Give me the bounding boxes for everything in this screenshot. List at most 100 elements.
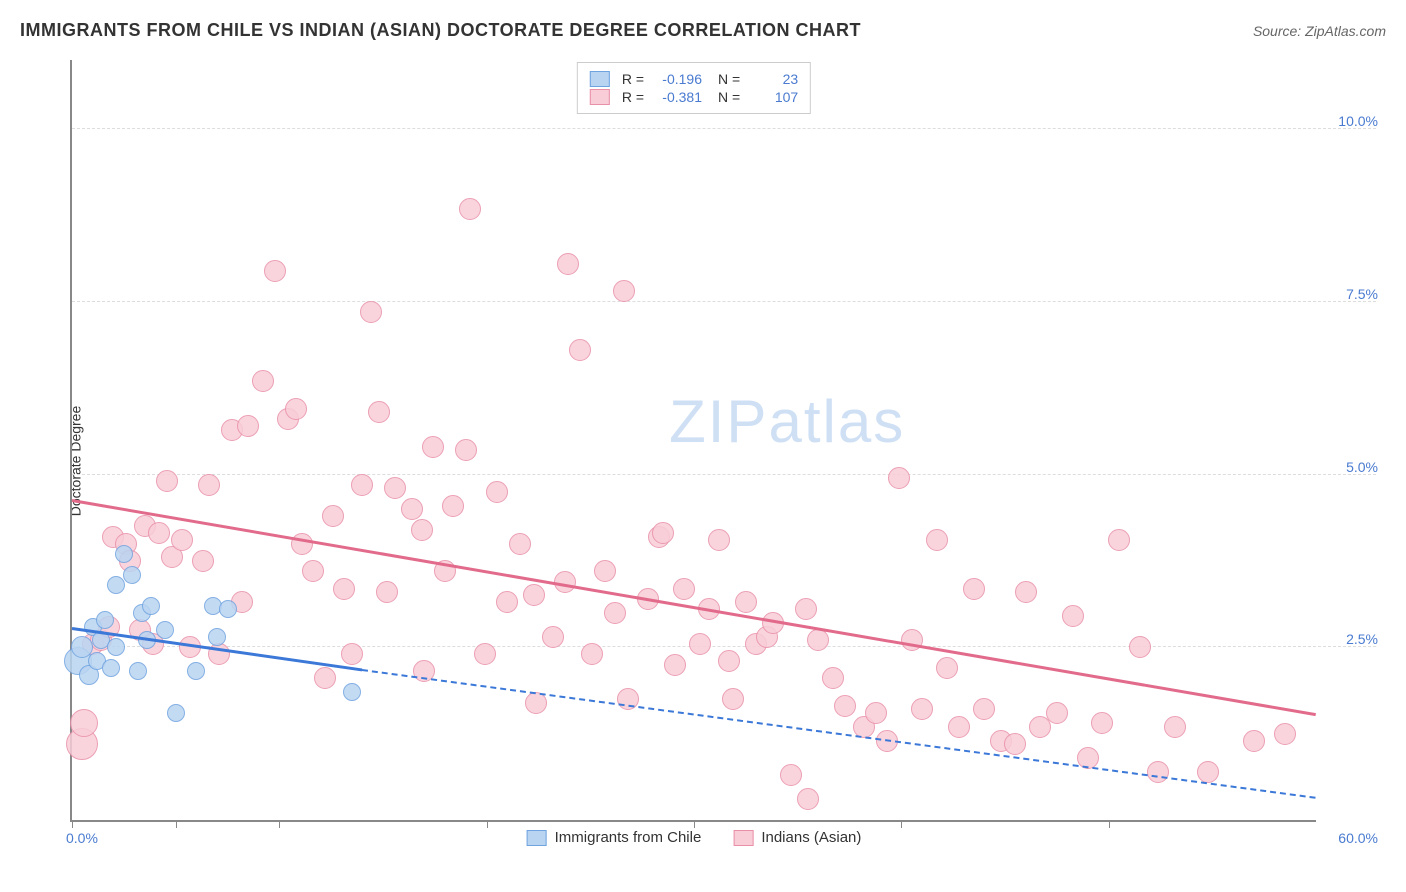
point-indians (807, 629, 829, 651)
series-legend: Immigrants from Chile Indians (Asian) (527, 829, 862, 846)
point-indians (797, 788, 819, 810)
point-chile (156, 621, 174, 639)
plot-area: ZIPatlas R = -0.196 N = 23 R = -0.381 N … (70, 60, 1316, 822)
point-chile (343, 683, 361, 701)
point-indians (834, 695, 856, 717)
point-indians (70, 709, 98, 737)
x-tick (279, 820, 280, 828)
point-indians (664, 654, 686, 676)
point-indians (198, 474, 220, 496)
point-chile (142, 597, 160, 615)
legend-swatch-indians (733, 830, 753, 846)
stats-legend-row: R = -0.381 N = 107 (590, 89, 798, 105)
point-indians (509, 533, 531, 555)
point-indians (718, 650, 740, 672)
point-indians (708, 529, 730, 551)
y-tick-label: 10.0% (1338, 113, 1378, 129)
point-indians (594, 560, 616, 582)
point-indians (722, 688, 744, 710)
x-tick (176, 820, 177, 828)
point-indians (368, 401, 390, 423)
point-indians (411, 519, 433, 541)
point-indians (360, 301, 382, 323)
point-indians (822, 667, 844, 689)
point-chile (208, 628, 226, 646)
point-indians (314, 667, 336, 689)
point-indians (926, 529, 948, 551)
point-indians (1062, 605, 1084, 627)
legend-item-chile: Immigrants from Chile (527, 829, 702, 846)
point-chile (102, 659, 120, 677)
stat-label-n: N = (718, 89, 740, 105)
legend-swatch-indians (590, 89, 610, 105)
x-tick (901, 820, 902, 828)
point-chile (115, 545, 133, 563)
point-indians (1274, 723, 1296, 745)
point-indians (192, 550, 214, 572)
legend-label: Indians (Asian) (761, 829, 861, 846)
legend-item-indians: Indians (Asian) (733, 829, 861, 846)
point-indians (963, 578, 985, 600)
point-indians (302, 560, 324, 582)
stat-value-n: 107 (746, 89, 798, 105)
point-indians (689, 633, 711, 655)
watermark: ZIPatlas (669, 387, 905, 456)
point-indians (422, 436, 444, 458)
x-tick (694, 820, 695, 828)
point-indians (613, 280, 635, 302)
legend-swatch-chile (527, 830, 547, 846)
point-indians (401, 498, 423, 520)
point-indians (1164, 716, 1186, 738)
y-tick-label: 5.0% (1346, 459, 1378, 475)
chart-container: Doctorate Degree ZIPatlas R = -0.196 N =… (20, 50, 1386, 872)
stat-value-r: -0.196 (650, 71, 702, 87)
stat-label-n: N = (718, 71, 740, 87)
point-indians (285, 398, 307, 420)
point-indians (322, 505, 344, 527)
point-indians (156, 470, 178, 492)
point-indians (569, 339, 591, 361)
point-chile (123, 566, 141, 584)
point-indians (673, 578, 695, 600)
point-indians (486, 481, 508, 503)
point-indians (341, 643, 363, 665)
point-indians (1129, 636, 1151, 658)
legend-swatch-chile (590, 71, 610, 87)
point-chile (167, 704, 185, 722)
point-indians (496, 591, 518, 613)
point-chile (96, 611, 114, 629)
gridline-h (72, 474, 1376, 475)
stats-legend-row: R = -0.196 N = 23 (590, 71, 798, 87)
source-attribution: Source: ZipAtlas.com (1253, 23, 1386, 39)
chart-title: IMMIGRANTS FROM CHILE VS INDIAN (ASIAN) … (20, 20, 861, 41)
point-indians (1046, 702, 1068, 724)
gridline-h (72, 301, 1376, 302)
point-chile (129, 662, 147, 680)
point-indians (384, 477, 406, 499)
point-indians (376, 581, 398, 603)
point-chile (219, 600, 237, 618)
point-indians (911, 698, 933, 720)
point-chile (107, 638, 125, 656)
x-tick (72, 820, 73, 828)
gridline-h (72, 128, 1376, 129)
watermark-brand-a: ZIP (669, 388, 768, 455)
point-indians (652, 522, 674, 544)
point-indians (1197, 761, 1219, 783)
stat-label-r: R = (622, 71, 644, 87)
point-indians (735, 591, 757, 613)
point-indians (455, 439, 477, 461)
stat-label-r: R = (622, 89, 644, 105)
point-indians (1004, 733, 1026, 755)
point-indians (459, 198, 481, 220)
point-indians (888, 467, 910, 489)
point-indians (148, 522, 170, 544)
point-indians (542, 626, 564, 648)
point-indians (351, 474, 373, 496)
x-tick (487, 820, 488, 828)
point-indians (171, 529, 193, 551)
y-tick-label: 2.5% (1346, 631, 1378, 647)
stats-legend: R = -0.196 N = 23 R = -0.381 N = 107 (577, 62, 811, 114)
x-axis-max-label: 60.0% (1338, 830, 1378, 846)
point-indians (1015, 581, 1037, 603)
